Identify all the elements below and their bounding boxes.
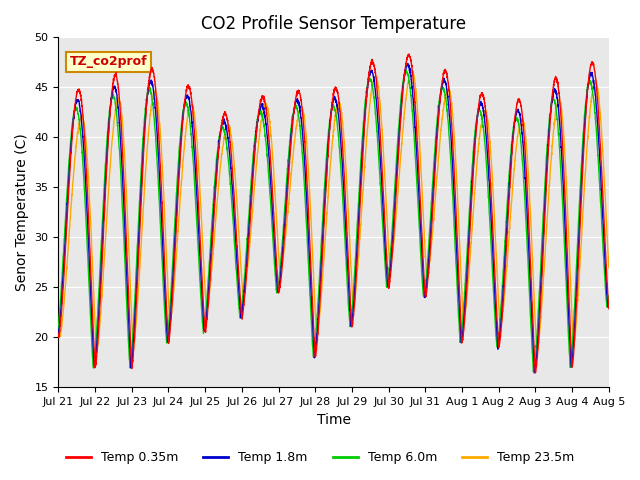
Y-axis label: Senor Temperature (C): Senor Temperature (C) bbox=[15, 133, 29, 291]
Text: TZ_co2prof: TZ_co2prof bbox=[69, 55, 147, 68]
Title: CO2 Profile Sensor Temperature: CO2 Profile Sensor Temperature bbox=[201, 15, 466, 33]
X-axis label: Time: Time bbox=[317, 413, 351, 427]
Legend: Temp 0.35m, Temp 1.8m, Temp 6.0m, Temp 23.5m: Temp 0.35m, Temp 1.8m, Temp 6.0m, Temp 2… bbox=[61, 446, 579, 469]
